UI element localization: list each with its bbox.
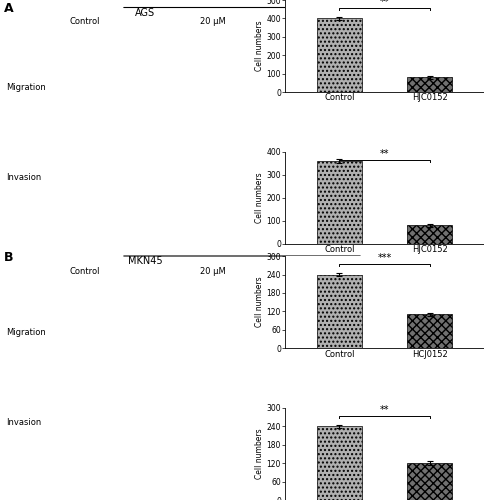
Text: **: ** — [380, 405, 389, 415]
Text: Migration: Migration — [6, 328, 45, 337]
Bar — [317, 18, 362, 92]
Text: AGS: AGS — [135, 8, 155, 18]
Bar — [317, 426, 362, 500]
Bar — [407, 78, 453, 92]
Y-axis label: Cell numbers: Cell numbers — [255, 277, 264, 328]
Text: 20 μM: 20 μM — [200, 266, 226, 276]
Text: Invasion: Invasion — [6, 418, 41, 427]
Text: 20 μM: 20 μM — [200, 18, 226, 26]
Text: **: ** — [380, 0, 389, 7]
Y-axis label: Cell numbers: Cell numbers — [255, 20, 264, 72]
Text: A: A — [4, 2, 14, 16]
Bar — [407, 226, 453, 244]
Bar — [407, 314, 453, 348]
Text: MKN45: MKN45 — [128, 256, 163, 266]
Y-axis label: Cell numbers: Cell numbers — [255, 428, 264, 480]
Text: **: ** — [380, 149, 389, 159]
Bar — [317, 274, 362, 348]
Bar — [317, 161, 362, 244]
Text: Control: Control — [69, 266, 100, 276]
Text: Control: Control — [69, 18, 100, 26]
Text: Invasion: Invasion — [6, 173, 41, 182]
Text: B: B — [4, 251, 14, 264]
Bar — [407, 463, 453, 500]
Text: Migration: Migration — [6, 83, 45, 92]
Text: ***: *** — [378, 253, 392, 263]
Y-axis label: Cell numbers: Cell numbers — [255, 172, 264, 223]
